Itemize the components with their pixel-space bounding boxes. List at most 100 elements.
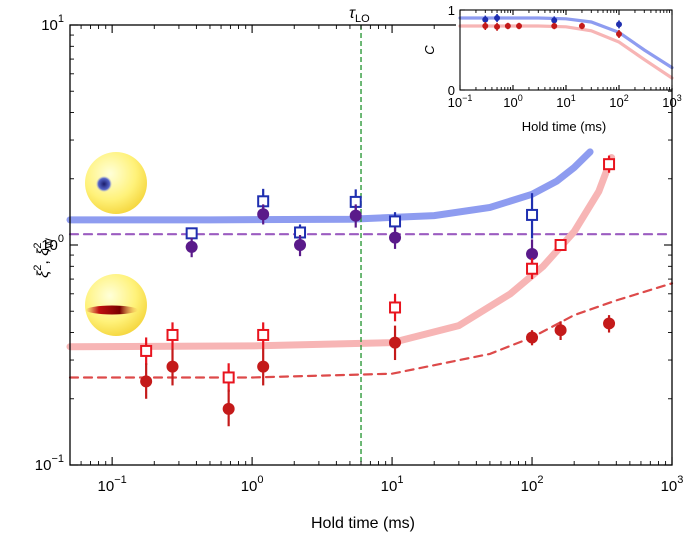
inset-y-axis-label: C [422,45,437,55]
data-point-open-square [603,158,616,171]
x-tick-label-base: 10 [503,95,517,110]
data-point-open-square [140,344,153,357]
inset-ticks [459,9,673,91]
x-tick-label-exp: 1 [571,93,576,103]
x-tick-label-exp: 2 [624,93,629,103]
y-tick-label: 0 [448,83,455,98]
main-axes-frame [69,24,673,466]
data-point-filled-circle [389,336,402,349]
data-point-filled-circle [526,331,539,344]
dashed-curve-3 [68,282,674,379]
x-tick-label-base: 10 [521,478,538,495]
data-point-filled-circle [389,231,402,244]
fit-curve-0 [458,16,674,70]
x-tick-label: 102 [609,93,628,110]
data-point-filled-circle [494,23,501,30]
y-tick-label: 100 [41,233,64,254]
y-tick-label: 1 [448,3,455,18]
y-tick-label-exp: 1 [58,13,64,25]
x-tick-label: 100 [241,474,264,495]
x-tick-label: 101 [556,93,575,110]
x-tick-label-base: 10 [556,95,570,110]
data-point-open-square [554,239,567,251]
x-tick-label: 10−1 [448,93,473,110]
data-point-filled-circle [349,209,362,222]
data-point-filled-circle [554,324,567,337]
data-point-open-square [185,227,198,240]
sphere-band-marker [86,305,138,315]
y-tick-label-exp: 0 [58,233,64,245]
x-tick-label-base: 10 [662,95,676,110]
y-tick-label-base: 10 [41,237,58,254]
inset-fit-curves [458,16,674,80]
x-tick-label-exp: 3 [677,474,683,486]
y-tick-label-base: 10 [41,17,58,34]
data-point-open-square [389,215,402,228]
y-tick-label-base: 10 [35,457,52,474]
data-point-open-square [389,301,402,314]
data-point-filled-circle [222,402,235,415]
x-tick-label: 101 [381,474,404,495]
main-ticks [69,24,673,466]
data-point-open-square [257,328,270,341]
data-point-open-square [166,328,179,341]
main-y-axis-label: ξ2, ξ2W [32,237,56,277]
data-point-filled-circle [185,240,198,253]
x-tick-label-base: 10 [381,478,398,495]
sphere-illustration-band [85,274,147,336]
inset-data-points [482,14,622,38]
x-tick-label-exp: −1 [114,474,127,486]
x-tick-label: 10−1 [98,474,127,495]
x-tick-label-exp: −1 [462,93,472,103]
main-data-points [140,155,616,427]
main-x-axis-label: Hold time (ms) [311,515,415,532]
data-point-filled-circle [504,23,511,29]
data-point-filled-circle [140,375,153,388]
x-tick-label-exp: 0 [518,93,523,103]
data-point-filled-circle [603,317,616,330]
x-tick-label: 100 [503,93,522,110]
data-point-filled-circle [482,16,489,23]
fit-curve-0 [66,148,594,224]
x-tick-label-exp: 1 [397,474,403,486]
sphere-spot-marker [96,176,112,192]
sphere-illustration-spot [85,152,147,214]
data-point-filled-circle [494,15,501,21]
y-tick-label-exp: −1 [51,453,64,465]
x-tick-label-base: 10 [241,478,258,495]
fit-curve-1 [458,24,674,80]
x-tick-label-base: 10 [98,478,115,495]
inset-x-axis-label: Hold time (ms) [522,119,607,134]
x-tick-label: 102 [521,474,544,495]
inset-background [456,8,674,88]
fit-curve-2 [66,154,616,351]
data-point-filled-circle [616,21,622,28]
data-point-filled-circle [294,239,307,251]
data-point-filled-circle [257,360,270,373]
data-point-filled-circle [551,17,558,24]
x-tick-label-exp: 0 [257,474,263,486]
data-point-filled-circle [551,23,558,29]
data-point-open-square [222,371,235,384]
data-point-filled-circle [526,248,539,261]
x-tick-label-base: 10 [609,95,623,110]
main-fit-curves [66,148,674,379]
data-point-open-square [526,208,539,221]
data-point-filled-circle [516,23,523,29]
y-tick-label: 101 [41,13,64,34]
tau-lo-label: τLO [349,5,370,25]
x-tick-label: 103 [661,474,684,495]
x-tick-label-exp: 3 [677,93,682,103]
x-tick-label: 103 [662,93,681,110]
data-point-filled-circle [578,23,585,29]
data-point-filled-circle [257,208,270,221]
x-tick-label-exp: 2 [537,474,543,486]
y-tick-label: 10−1 [35,453,64,474]
data-point-filled-circle [616,31,622,37]
data-point-filled-circle [166,360,179,373]
data-point-filled-circle [482,23,489,29]
